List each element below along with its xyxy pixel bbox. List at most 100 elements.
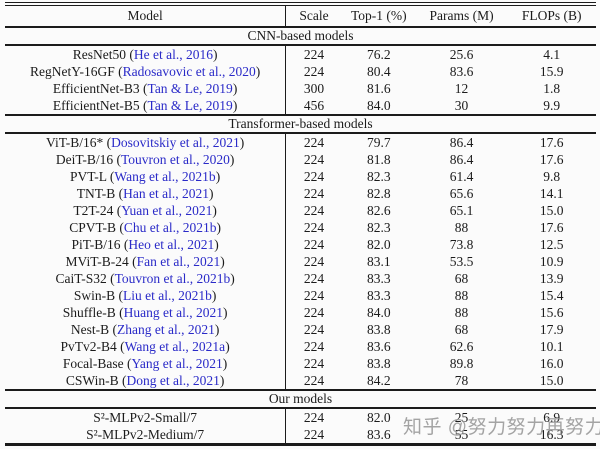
model-name: MViT-B-24 — [65, 254, 129, 269]
scale-cell: 224 — [303, 152, 325, 167]
model-name: EfficientNet-B5 — [52, 98, 140, 113]
model-name: Nest-B — [70, 322, 110, 337]
flops-cell: 16.0 — [539, 356, 564, 371]
flops-cell: 12.5 — [539, 237, 564, 252]
top1-cell: 83.6 — [366, 339, 391, 354]
table-row: CPVT-B (Chu et al., 2021b) 224 82.3 88 17.6 — [5, 219, 596, 236]
citation-link[interactable]: Dong et al., 2021 — [126, 373, 220, 388]
scale-cell: 224 — [303, 169, 325, 184]
table-row: EfficientNet-B5 (Tan & Le, 2019) 456 84.0 3… — [5, 97, 596, 115]
scale-cell: 224 — [303, 254, 325, 269]
top1-cell: 83.8 — [366, 322, 391, 337]
citation-link[interactable]: Touvron et al., 2021b — [114, 271, 231, 286]
section-header-row: CNN-based models — [5, 27, 596, 45]
model-cell: S²-MLPv2-Small/7 — [5, 408, 287, 426]
citation-link[interactable]: Wang et al., 2021b — [114, 169, 216, 184]
table-row: DeiT-B/16 (Touvron et al., 2020) 224 81.8 8… — [5, 151, 596, 168]
scale-cell: 300 — [303, 81, 325, 96]
column-header-model: Model — [5, 4, 287, 27]
params-cell: 53.5 — [449, 254, 474, 269]
table-row: PVT-L (Wang et al., 2021b) 224 82.3 61.4 9.8 — [5, 168, 596, 185]
top1-cell: 84.0 — [366, 305, 391, 320]
model-cell: TNT-B (Han et al., 2021) — [5, 185, 287, 202]
model-cell: Shuffle-B (Huang et al., 2021) — [5, 304, 287, 321]
model-cell: Nest-B (Zhang et al., 2021) — [5, 321, 287, 338]
model-name: CSWin-B — [65, 373, 119, 388]
params-cell: 55 — [454, 427, 469, 442]
model-name: S²-MLPv2-Small/7 — [93, 410, 198, 425]
citation-link[interactable]: Radosavovic et al., 2020 — [122, 64, 256, 79]
scale-cell: 224 — [303, 373, 325, 388]
top1-cell: 82.0 — [366, 410, 391, 425]
section-header-row: Our models — [5, 390, 596, 408]
scale-cell: 224 — [303, 288, 325, 303]
params-cell: 83.6 — [449, 64, 474, 79]
top1-cell: 83.3 — [366, 288, 391, 303]
params-cell: 78 — [454, 373, 469, 388]
model-name: PvTv2-B4 — [60, 339, 117, 354]
params-cell: 62.6 — [449, 339, 474, 354]
params-cell: 65.1 — [449, 203, 474, 218]
flops-cell: 10.9 — [539, 254, 564, 269]
table-row: ViT-B/16* (Dosovitskiy et al., 2021) 224 7… — [5, 133, 596, 151]
citation-link[interactable]: Yang et al., 2021 — [131, 356, 223, 371]
model-name: T2T-24 — [73, 203, 114, 218]
citation-link[interactable]: Chu et al., 2021b — [123, 220, 217, 235]
top1-cell: 83.8 — [366, 356, 391, 371]
results-table-wrapper: Model Scale Top-1 (%) Params (M) FLOPs (… — [5, 2, 596, 446]
section-label: Our models — [268, 391, 333, 406]
model-cell: EfficientNet-B5 (Tan & Le, 2019) — [5, 97, 287, 115]
citation-link[interactable]: Huang et al., 2021 — [123, 305, 223, 320]
flops-cell: 6.9 — [543, 410, 561, 425]
flops-cell: 17.9 — [539, 322, 564, 337]
scale-cell: 224 — [303, 203, 325, 218]
model-cell: Swin-B (Liu et al., 2021b) — [5, 287, 287, 304]
params-cell: 68 — [454, 271, 469, 286]
scale-cell: 224 — [303, 322, 325, 337]
citation-link[interactable]: Touvron et al., 2020 — [120, 152, 230, 167]
top1-cell: 84.2 — [366, 373, 391, 388]
params-cell: 65.6 — [449, 186, 474, 201]
top1-cell: 76.2 — [366, 47, 391, 62]
scale-cell: 224 — [303, 339, 325, 354]
scale-cell: 224 — [303, 271, 325, 286]
citation-link[interactable]: Tan & Le, 2019 — [147, 81, 233, 96]
citation-link[interactable]: He et al., 2016 — [133, 47, 213, 62]
scale-cell: 224 — [303, 237, 325, 252]
model-cell: MViT-B-24 (Fan et al., 2021) — [5, 253, 287, 270]
params-cell: 25 — [454, 410, 469, 425]
flops-cell: 14.1 — [539, 186, 564, 201]
flops-cell: 15.9 — [539, 64, 564, 79]
top1-cell: 79.7 — [366, 135, 391, 150]
model-cell: CSWin-B (Dong et al., 2021) — [5, 372, 287, 390]
model-cell: Focal-Base (Yang et al., 2021) — [5, 355, 287, 372]
results-table: Model Scale Top-1 (%) Params (M) FLOPs (… — [5, 2, 596, 446]
citation-link[interactable]: Tan & Le, 2019 — [147, 98, 233, 113]
citation-link[interactable]: Zhang et al., 2021 — [116, 322, 215, 337]
citation-link[interactable]: Heo et al., 2021 — [128, 237, 215, 252]
citation-link[interactable]: Fan et al., 2021 — [136, 254, 221, 269]
model-name: S²-MLPv2-Medium/7 — [86, 427, 205, 442]
citation-link[interactable]: Dosovitskiy et al., 2021 — [111, 135, 240, 150]
params-cell: 86.4 — [449, 152, 474, 167]
table-row: PiT-B/16 (Heo et al., 2021) 224 82.0 73.8 12… — [5, 236, 596, 253]
params-cell: 88 — [454, 220, 469, 235]
table-row: PvTv2-B4 (Wang et al., 2021a) 224 83.6 62.6… — [5, 338, 596, 355]
table-row: Focal-Base (Yang et al., 2021) 224 83.8 89.… — [5, 355, 596, 372]
citation-link[interactable]: Han et al., 2021 — [123, 186, 209, 201]
model-name: Focal-Base — [62, 356, 124, 371]
citation-link[interactable]: Yuan et al., 2021 — [121, 203, 213, 218]
top1-cell: 82.3 — [366, 220, 391, 235]
top1-cell: 82.0 — [366, 237, 391, 252]
params-cell: 12 — [454, 81, 469, 96]
model-cell: ResNet50 (He et al., 2016) — [5, 45, 287, 63]
top1-cell: 80.4 — [366, 64, 391, 79]
model-name: ResNet50 — [72, 47, 126, 62]
citation-link[interactable]: Wang et al., 2021a — [124, 339, 226, 354]
model-cell: PvTv2-B4 (Wang et al., 2021a) — [5, 338, 287, 355]
table-row: TNT-B (Han et al., 2021) 224 82.8 65.6 14.1 — [5, 185, 596, 202]
scale-cell: 456 — [303, 98, 325, 113]
table-row: S²-MLPv2-Medium/7 224 83.6 55 16.3 — [5, 426, 596, 445]
citation-link[interactable]: Liu et al., 2021b — [123, 288, 212, 303]
table-row: MViT-B-24 (Fan et al., 2021) 224 83.1 53.5 1… — [5, 253, 596, 270]
